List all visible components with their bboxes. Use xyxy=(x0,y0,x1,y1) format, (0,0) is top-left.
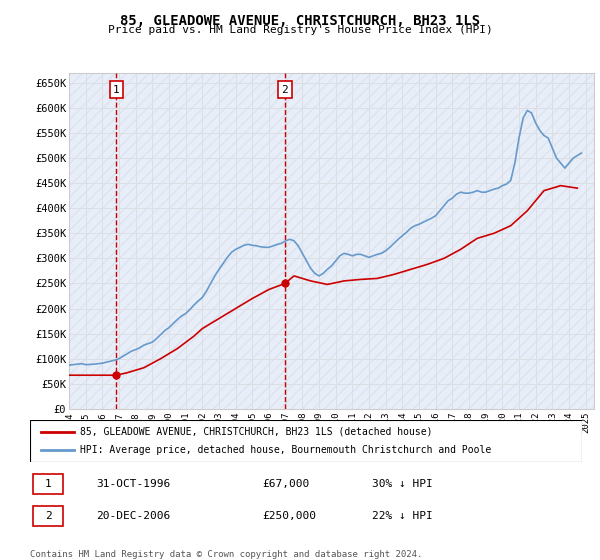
Text: £67,000: £67,000 xyxy=(262,479,309,489)
Text: 1: 1 xyxy=(45,479,52,489)
Text: 22% ↓ HPI: 22% ↓ HPI xyxy=(372,511,433,521)
Text: 2: 2 xyxy=(281,85,289,95)
Text: Contains HM Land Registry data © Crown copyright and database right 2024.
This d: Contains HM Land Registry data © Crown c… xyxy=(30,550,422,560)
Text: 20-DEC-2006: 20-DEC-2006 xyxy=(96,511,170,521)
Text: 1: 1 xyxy=(113,85,119,95)
FancyBboxPatch shape xyxy=(33,506,63,526)
Text: 85, GLEADOWE AVENUE, CHRISTCHURCH, BH23 1LS (detached house): 85, GLEADOWE AVENUE, CHRISTCHURCH, BH23 … xyxy=(80,427,432,437)
FancyBboxPatch shape xyxy=(30,420,582,462)
Text: 30% ↓ HPI: 30% ↓ HPI xyxy=(372,479,433,489)
Text: Price paid vs. HM Land Registry's House Price Index (HPI): Price paid vs. HM Land Registry's House … xyxy=(107,25,493,35)
Text: 85, GLEADOWE AVENUE, CHRISTCHURCH, BH23 1LS: 85, GLEADOWE AVENUE, CHRISTCHURCH, BH23 … xyxy=(120,14,480,28)
FancyBboxPatch shape xyxy=(33,474,63,494)
Text: 31-OCT-1996: 31-OCT-1996 xyxy=(96,479,170,489)
Text: £250,000: £250,000 xyxy=(262,511,316,521)
Text: 2: 2 xyxy=(45,511,52,521)
Text: HPI: Average price, detached house, Bournemouth Christchurch and Poole: HPI: Average price, detached house, Bour… xyxy=(80,445,491,455)
